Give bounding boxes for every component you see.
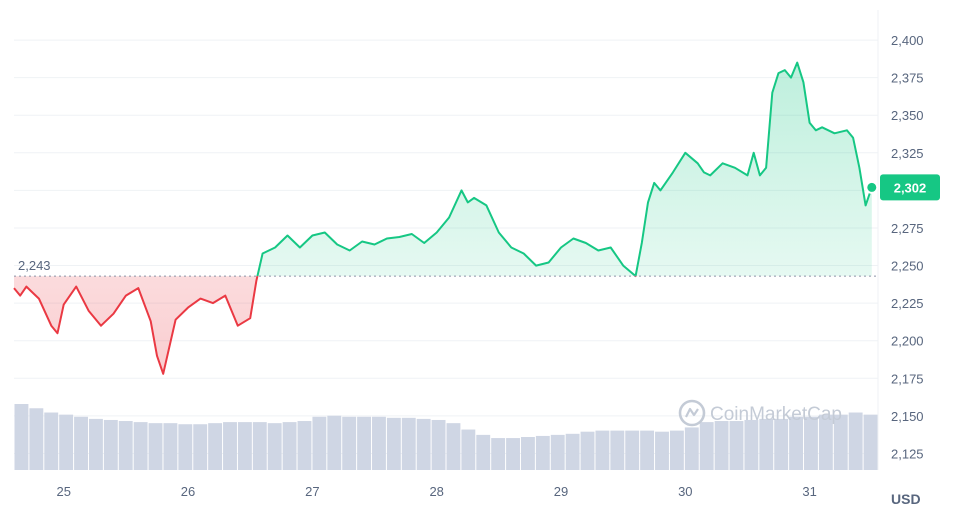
volume-bar bbox=[208, 423, 223, 470]
y-tick-label: 2,350 bbox=[891, 108, 924, 123]
volume-bar bbox=[744, 419, 759, 470]
volume-bar bbox=[372, 416, 386, 470]
y-tick-label: 2,150 bbox=[891, 409, 924, 424]
volume-bar bbox=[506, 438, 520, 470]
volume-bar bbox=[491, 438, 506, 470]
volume-bar bbox=[446, 423, 461, 470]
volume-bar bbox=[312, 416, 327, 470]
volume-bar bbox=[74, 416, 88, 470]
y-tick-label: 2,400 bbox=[891, 33, 924, 48]
y-tick-label: 2,375 bbox=[891, 71, 924, 86]
reference-price-label: 2,243 bbox=[18, 258, 51, 273]
volume-bar bbox=[595, 430, 610, 470]
current-price-dot bbox=[865, 180, 879, 194]
x-tick-label: 28 bbox=[429, 484, 443, 499]
coinmarketcap-logo-icon bbox=[678, 399, 706, 427]
volume-bar bbox=[863, 414, 878, 470]
volume-bar bbox=[714, 421, 729, 470]
x-tick-label: 29 bbox=[554, 484, 568, 499]
volume-bar bbox=[655, 431, 669, 470]
x-axis: 25 26 27 28 29 30 31 bbox=[56, 484, 816, 499]
volume-bar bbox=[729, 421, 744, 470]
y-tick-label: 2,225 bbox=[891, 296, 924, 311]
volume-bar bbox=[759, 418, 774, 470]
volume-bar bbox=[88, 418, 103, 470]
x-tick-label: 31 bbox=[802, 484, 816, 499]
volume-bar bbox=[520, 437, 535, 470]
volume-bar bbox=[44, 412, 59, 470]
volume-bar bbox=[535, 435, 550, 470]
volume-bar bbox=[684, 427, 699, 470]
volume-bar bbox=[789, 416, 804, 470]
current-price-badge: 2,302 bbox=[880, 174, 940, 201]
volume-bar bbox=[297, 421, 312, 470]
x-tick-label: 27 bbox=[305, 484, 319, 499]
volume-bar bbox=[461, 429, 476, 470]
volume-bar bbox=[386, 417, 401, 470]
x-tick-label: 26 bbox=[181, 484, 195, 499]
x-tick-label: 25 bbox=[56, 484, 70, 499]
volume-bar bbox=[342, 416, 357, 470]
volume-bar bbox=[282, 422, 297, 470]
volume-bar bbox=[610, 430, 625, 470]
y-tick-label: 2,175 bbox=[891, 371, 924, 386]
volume-bar bbox=[565, 433, 580, 470]
volume-bar bbox=[774, 418, 789, 470]
y-tick-label: 2,275 bbox=[891, 221, 924, 236]
volume-bar bbox=[223, 422, 237, 470]
volume-bar bbox=[357, 416, 372, 470]
volume-bar bbox=[59, 414, 74, 470]
y-tick-label: 2,250 bbox=[891, 259, 924, 274]
area-below-reference bbox=[14, 276, 872, 374]
volume-bar bbox=[833, 414, 848, 470]
volume-bar bbox=[178, 424, 193, 470]
volume-bar bbox=[133, 422, 148, 470]
y-tick-label: 2,200 bbox=[891, 334, 924, 349]
volume-bar bbox=[267, 423, 282, 470]
volume-bar bbox=[252, 422, 267, 470]
volume-bar bbox=[804, 416, 818, 470]
volume-bar bbox=[818, 414, 833, 470]
volume-bar bbox=[14, 404, 29, 470]
volume-bar bbox=[416, 418, 431, 470]
volume-bar bbox=[237, 422, 252, 470]
volume-bar bbox=[848, 412, 863, 470]
price-line-up bbox=[256, 61, 873, 277]
price-line-down bbox=[13, 276, 637, 375]
volume-bar bbox=[401, 417, 416, 470]
volume-bar bbox=[148, 423, 163, 470]
area-above-reference bbox=[257, 62, 872, 277]
y-tick-label: 2,125 bbox=[891, 446, 924, 461]
volume-bar bbox=[669, 430, 684, 470]
volume-bars bbox=[14, 404, 878, 470]
watermark: CoinMarketCap bbox=[678, 399, 842, 427]
volume-bar bbox=[431, 419, 446, 470]
y-tick-label: 2,325 bbox=[891, 146, 924, 161]
volume-bar bbox=[327, 415, 342, 470]
volume-bar bbox=[550, 434, 565, 470]
volume-bar bbox=[580, 431, 595, 470]
volume-bar bbox=[103, 419, 118, 470]
currency-label: USD bbox=[891, 491, 921, 507]
volume-bar bbox=[193, 424, 208, 470]
volume-bar bbox=[625, 430, 640, 470]
price-area bbox=[14, 62, 872, 374]
volume-bar bbox=[699, 422, 714, 470]
x-tick-label: 30 bbox=[678, 484, 692, 499]
volume-bar bbox=[640, 430, 655, 470]
y-axis: 2,1252,1502,1752,2002,2252,2502,2752,300… bbox=[891, 33, 924, 461]
volume-bar bbox=[163, 423, 178, 470]
volume-bar bbox=[476, 434, 491, 470]
price-line bbox=[13, 61, 873, 375]
volume-bar bbox=[29, 408, 44, 470]
watermark-text: CoinMarketCap bbox=[710, 404, 842, 425]
volume-bar bbox=[118, 421, 133, 470]
current-price-label: 2,302 bbox=[894, 180, 927, 195]
